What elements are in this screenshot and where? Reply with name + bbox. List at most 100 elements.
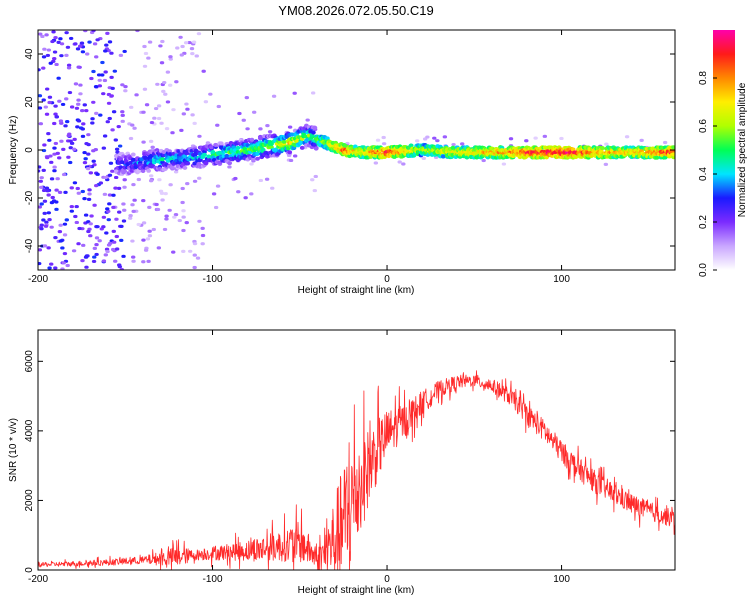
y-tick-label: 0	[24, 147, 35, 153]
heatmap-noise-cell	[192, 253, 197, 257]
heatmap-noise-cell	[130, 203, 135, 207]
heatmap-noise-cell	[57, 99, 62, 103]
heatmap-ridge-cell	[167, 149, 172, 154]
heatmap-noise-cell	[39, 227, 44, 231]
heatmap-noise-cell	[48, 154, 53, 158]
heatmap-noise-cell	[44, 87, 50, 91]
heatmap-noise-cell	[145, 237, 151, 241]
heatmap-noise-cell	[113, 259, 118, 263]
heatmap-noise-cell	[74, 220, 80, 225]
heatmap-noise-cell	[120, 110, 125, 114]
y-tick-label: 6000	[24, 350, 35, 373]
heatmap-noise-cell	[381, 142, 387, 146]
snr-y-ticks: 0 2000 4000 6000	[24, 350, 675, 573]
heatmap-noise-cell	[87, 188, 92, 192]
heatmap-noise-cell	[52, 165, 57, 169]
heatmap-noise-cell	[59, 139, 64, 143]
heatmap-noise-cell	[173, 213, 179, 217]
heatmap-noise-cell	[116, 125, 121, 129]
heatmap-noise-cell	[501, 162, 507, 166]
heatmap-noise-cell	[112, 240, 117, 244]
heatmap-noise-cell	[158, 44, 163, 48]
heatmap-noise-cell	[81, 243, 86, 247]
heatmap-noise-cell	[168, 57, 173, 61]
heatmap-noise-cell	[49, 177, 55, 181]
heatmap-ridge-cell	[118, 165, 124, 170]
heatmap-noise-cell	[45, 53, 51, 58]
heatmap-noise-cell	[44, 186, 50, 190]
heatmap-noise-cell	[120, 113, 125, 117]
heatmap-noise-cell	[542, 134, 548, 138]
snr-y-label: SNR (10 * v/v)	[8, 418, 19, 482]
heatmap-noise-cell	[84, 142, 89, 146]
heatmap-noise-cell	[90, 121, 95, 125]
heatmap-noise-cell	[54, 115, 59, 119]
heatmap-ridge-cell	[269, 141, 274, 146]
heatmap-noise-cell	[60, 267, 65, 270]
heatmap-noise-cell	[64, 120, 70, 124]
heatmap-noise-cell	[121, 219, 127, 223]
heatmap-noise-cell	[42, 143, 47, 147]
heatmap-ridge-cell	[599, 146, 605, 151]
heatmap-noise-cell	[244, 96, 250, 100]
heatmap-noise-cell	[201, 69, 206, 73]
heatmap-noise-cell	[150, 145, 155, 149]
heatmap-noise-cell	[46, 211, 52, 215]
heatmap-ridge-cell	[203, 161, 209, 166]
heatmap-noise-cell	[86, 229, 91, 234]
heatmap-noise-cell	[62, 251, 68, 256]
heatmap-noise-cell	[373, 161, 379, 165]
heatmap-noise-cell	[58, 119, 64, 123]
heatmap-noise-cell	[111, 205, 116, 209]
heatmap-noise-cell	[114, 247, 120, 251]
heatmap-noise-cell	[159, 191, 165, 195]
heatmap-noise-cell	[192, 242, 198, 246]
colorbar-tick-label: 0.2	[698, 215, 709, 229]
heatmap-noise-cell	[136, 177, 142, 182]
heatmap-noise-cell	[72, 137, 77, 141]
heatmap-noise-cell	[104, 231, 109, 235]
heatmap-noise-cell	[156, 104, 162, 108]
heatmap-noise-cell	[130, 255, 136, 259]
heatmap-noise-cell	[120, 83, 125, 87]
heatmap-noise-cell	[94, 184, 99, 188]
heatmap-noise-cell	[92, 203, 97, 207]
heatmap-noise-cell	[82, 161, 88, 165]
heatmap-noise-cell	[80, 127, 85, 131]
heatmap-noise-cell	[41, 148, 47, 153]
heatmap-noise-cell	[72, 181, 78, 185]
heatmap-noise-cell	[69, 105, 75, 109]
heatmap-noise-cell	[75, 186, 80, 191]
heatmap-noise-cell	[46, 193, 51, 197]
heatmap-noise-cell	[79, 109, 85, 113]
heatmap-noise-cell	[41, 168, 46, 172]
heatmap-noise-cell	[57, 190, 63, 194]
heatmap-noise-cell	[156, 246, 162, 250]
heatmap-noise-cell	[121, 202, 126, 206]
heatmap-noise-cell	[66, 133, 71, 138]
heatmap-noise-cell	[165, 70, 171, 74]
heatmap-ridge-cell	[249, 137, 255, 142]
heatmap-noise-cell	[69, 204, 74, 209]
heatmap-noise-cell	[47, 218, 52, 222]
heatmap-noise-cell	[95, 225, 100, 229]
heatmap-noise-cell	[54, 188, 59, 192]
heatmap-noise-cell	[162, 80, 167, 85]
heatmap-noise-cell	[64, 31, 69, 35]
heatmap-noise-cell	[97, 239, 102, 243]
heatmap-noise-cell	[102, 134, 108, 138]
heatmap-noise-cell	[52, 146, 57, 150]
heatmap-noise-cell	[105, 207, 110, 211]
heatmap-noise-cell	[175, 46, 180, 50]
heatmap-noise-cell	[168, 55, 173, 59]
heatmap-noise-cell	[47, 138, 52, 142]
heatmap-ridge-cell	[662, 155, 668, 160]
heatmap-noise-cell	[53, 266, 58, 270]
heatmap-noise-cell	[113, 138, 118, 142]
heatmap-ridge-cell	[218, 141, 224, 146]
heatmap-noise-cell	[118, 53, 124, 57]
heatmap-noise-cell	[128, 214, 133, 218]
heatmap-noise-cell	[236, 190, 241, 194]
heatmap-noise-cell	[77, 44, 83, 48]
heatmap-noise-cell	[533, 136, 538, 140]
